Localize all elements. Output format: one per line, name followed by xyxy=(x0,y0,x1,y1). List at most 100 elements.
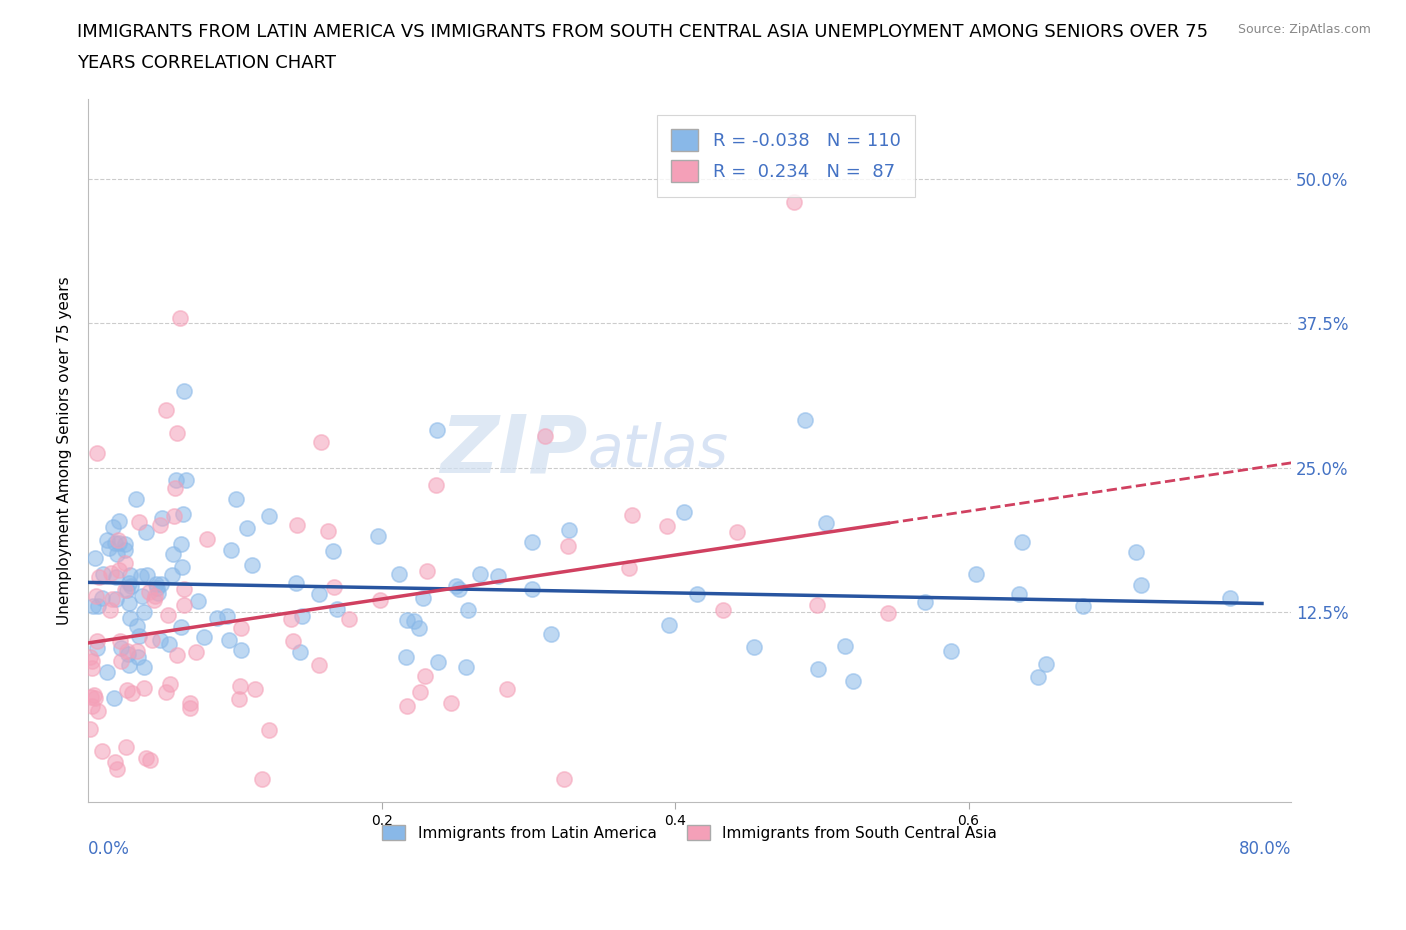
Point xyxy=(367,528,389,543)
Point xyxy=(815,515,838,530)
Point xyxy=(965,566,987,581)
Point xyxy=(308,658,330,672)
Point xyxy=(1035,657,1057,671)
Point xyxy=(128,629,150,644)
Point xyxy=(440,696,463,711)
Point xyxy=(165,472,187,487)
Point xyxy=(169,311,191,325)
Point xyxy=(621,507,644,522)
Point xyxy=(159,676,181,691)
Point xyxy=(115,644,138,658)
Point xyxy=(101,519,124,534)
Point xyxy=(105,762,128,777)
Point xyxy=(534,429,557,444)
Point xyxy=(121,685,143,700)
Point xyxy=(135,751,157,765)
Point xyxy=(128,515,150,530)
Point xyxy=(409,684,432,699)
Point xyxy=(127,644,149,658)
Point xyxy=(138,584,160,599)
Point xyxy=(125,491,148,506)
Point xyxy=(118,576,141,591)
Point xyxy=(172,560,194,575)
Point xyxy=(96,532,118,547)
Point xyxy=(172,506,194,521)
Point xyxy=(257,723,280,737)
Point xyxy=(877,605,900,620)
Point xyxy=(100,591,122,606)
Point xyxy=(173,598,195,613)
Point xyxy=(120,578,142,593)
Point xyxy=(187,593,209,608)
Point xyxy=(162,547,184,562)
Point xyxy=(98,603,121,618)
Point xyxy=(322,579,344,594)
Point xyxy=(842,674,865,689)
Point xyxy=(79,722,101,737)
Point xyxy=(118,658,141,673)
Point xyxy=(87,703,110,718)
Point xyxy=(228,692,250,707)
Point xyxy=(155,684,177,699)
Point xyxy=(136,567,159,582)
Point xyxy=(110,654,132,669)
Point xyxy=(82,698,104,713)
Point xyxy=(117,595,139,610)
Point xyxy=(742,640,765,655)
Point xyxy=(243,681,266,696)
Point xyxy=(195,531,218,546)
Point xyxy=(426,422,449,437)
Point xyxy=(402,614,425,629)
Point xyxy=(939,644,962,658)
Point xyxy=(114,542,136,557)
Point xyxy=(84,589,107,604)
Point xyxy=(86,640,108,655)
Point xyxy=(150,511,173,525)
Text: atlas: atlas xyxy=(588,422,728,479)
Point xyxy=(82,599,104,614)
Point xyxy=(117,647,139,662)
Point xyxy=(783,195,806,210)
Point xyxy=(284,576,307,591)
Text: YEARS CORRELATION CHART: YEARS CORRELATION CHART xyxy=(77,54,336,72)
Point xyxy=(170,537,193,551)
Point xyxy=(388,566,411,581)
Point xyxy=(149,518,172,533)
Point xyxy=(176,472,198,487)
Point xyxy=(104,755,127,770)
Point xyxy=(229,678,252,693)
Point xyxy=(166,647,188,662)
Point xyxy=(557,538,579,553)
Point xyxy=(221,542,243,557)
Point xyxy=(553,771,575,786)
Point xyxy=(115,683,138,698)
Legend: Immigrants from Latin America, Immigrants from South Central Asia: Immigrants from Latin America, Immigrant… xyxy=(377,818,1002,847)
Text: Source: ZipAtlas.com: Source: ZipAtlas.com xyxy=(1237,23,1371,36)
Point xyxy=(1011,535,1033,550)
Point xyxy=(96,664,118,679)
Point xyxy=(149,633,172,648)
Point xyxy=(1129,578,1152,592)
Point xyxy=(793,412,815,427)
Point xyxy=(163,509,186,524)
Point xyxy=(83,687,105,702)
Point xyxy=(118,611,141,626)
Point xyxy=(90,743,112,758)
Point xyxy=(236,521,259,536)
Point xyxy=(86,599,108,614)
Point xyxy=(105,591,128,606)
Point xyxy=(496,682,519,697)
Point xyxy=(1125,545,1147,560)
Point xyxy=(316,524,339,538)
Point xyxy=(104,570,127,585)
Point xyxy=(308,587,330,602)
Point xyxy=(179,700,201,715)
Point xyxy=(143,589,166,604)
Point xyxy=(250,771,273,786)
Point xyxy=(309,434,332,449)
Point xyxy=(146,585,169,600)
Point xyxy=(229,620,252,635)
Point xyxy=(108,513,131,528)
Point xyxy=(486,568,509,583)
Point xyxy=(86,445,108,460)
